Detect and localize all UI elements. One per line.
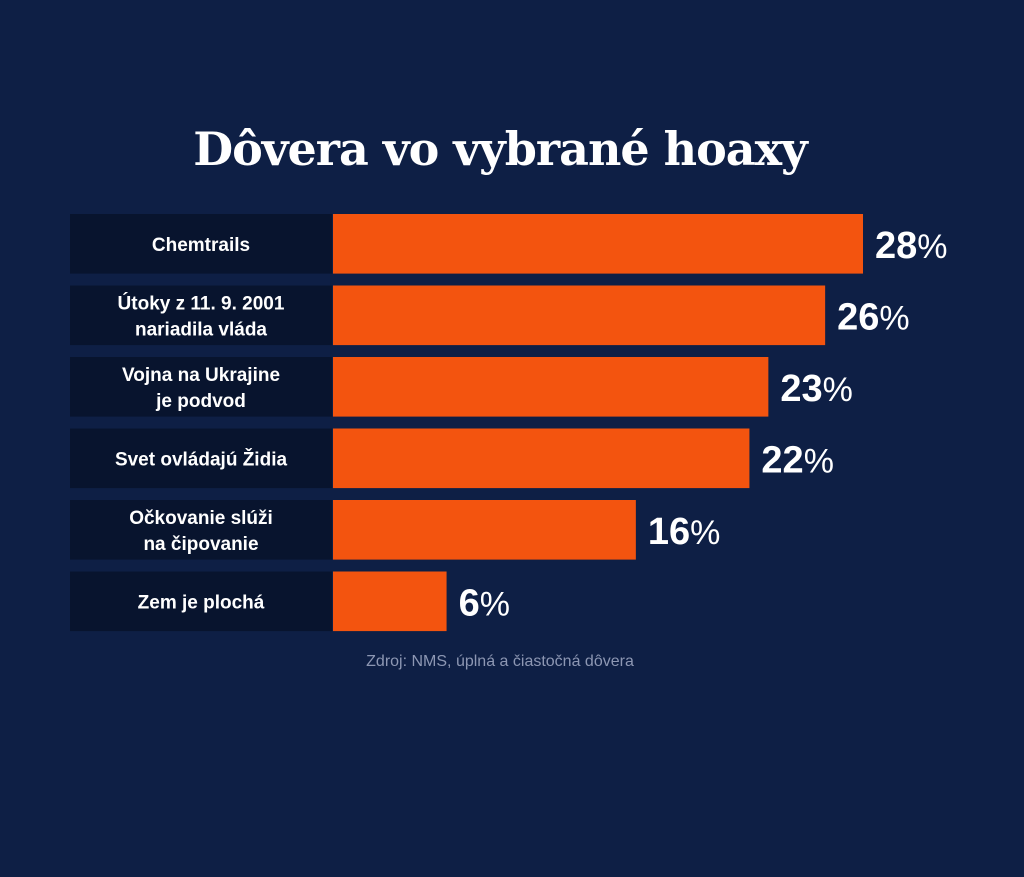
value-label: 6% bbox=[459, 582, 510, 624]
bar bbox=[333, 285, 826, 346]
category-label: Vojna na Ukrajine je podvod bbox=[122, 365, 280, 412]
category-label-box bbox=[70, 214, 332, 274]
category-label-box bbox=[70, 357, 332, 417]
bar bbox=[333, 357, 769, 417]
value-label: 26% bbox=[837, 296, 910, 338]
source-note: Zdroj: NMS, úplná a čiastočná dôvera bbox=[366, 653, 634, 670]
category-label: Chemtrails bbox=[152, 235, 250, 256]
category-label: Útoky z 11. 9. 2001 nariadila vláda bbox=[118, 292, 285, 340]
bar bbox=[333, 500, 636, 560]
category-label-box bbox=[70, 571, 332, 632]
value-label: 16% bbox=[648, 511, 721, 553]
value-label: 28% bbox=[875, 225, 948, 267]
bar bbox=[333, 571, 447, 632]
value-label: 22% bbox=[761, 439, 834, 481]
category-label-box bbox=[70, 428, 332, 489]
category-label: Zem je plochá bbox=[138, 592, 265, 613]
category-label-box bbox=[70, 500, 332, 560]
bar bbox=[333, 214, 863, 274]
bar bbox=[333, 428, 750, 489]
category-label: Očkovanie slúži na čipovanie bbox=[129, 508, 273, 555]
category-label-box bbox=[70, 285, 332, 346]
category-label: Svet ovládajú Židia bbox=[115, 448, 288, 470]
chart-title: Dôvera vo vybrané hoaxy bbox=[193, 122, 808, 176]
value-label: 23% bbox=[780, 368, 853, 410]
